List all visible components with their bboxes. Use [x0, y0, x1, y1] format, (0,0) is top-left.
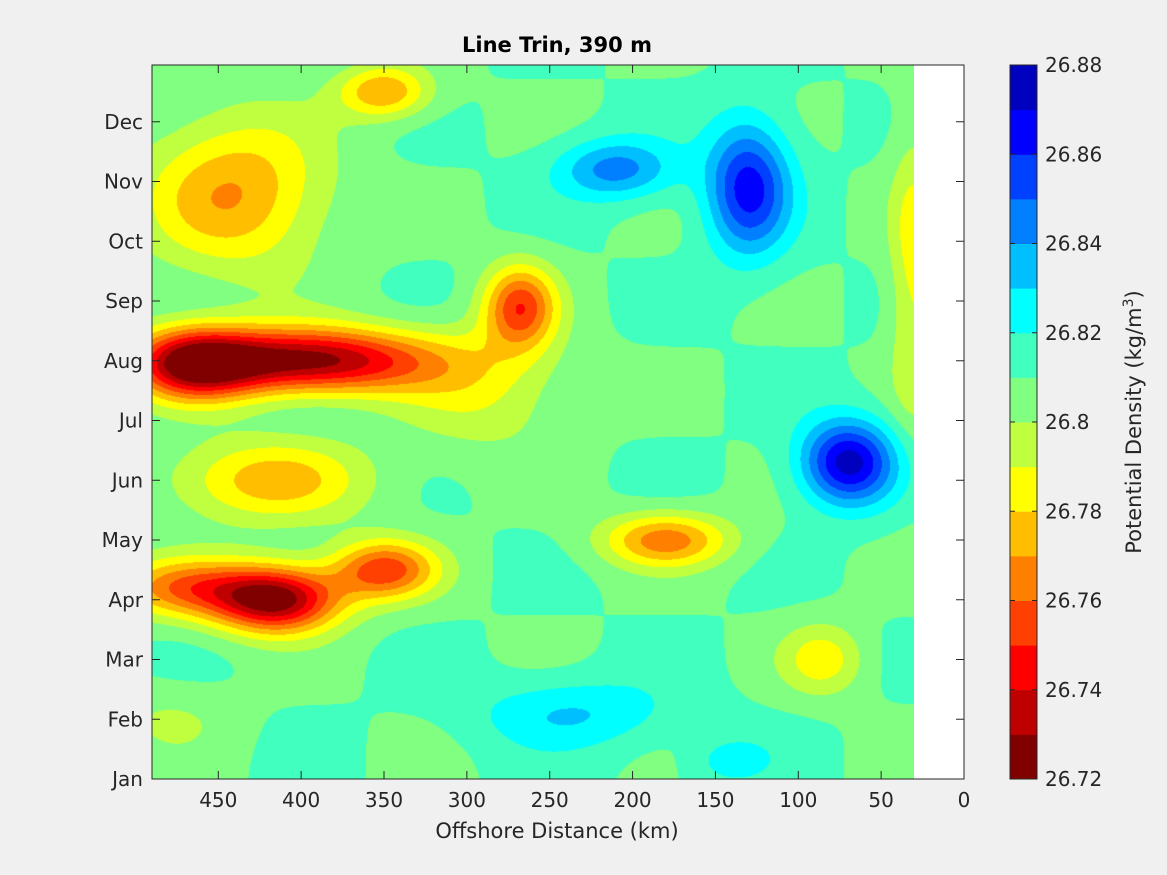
chart-title: Line Trin, 390 m: [462, 33, 652, 57]
y-tick-label: Nov: [104, 170, 143, 194]
x-tick-label: 300: [448, 788, 486, 812]
x-tick-label: 0: [958, 788, 971, 812]
colorbar-tick-label: 26.72: [1045, 767, 1102, 791]
y-tick-label: Apr: [108, 588, 143, 612]
y-tick-label: Mar: [105, 648, 144, 672]
colorbar-tick-label: 26.88: [1045, 53, 1102, 77]
colorbar-tick-label: 26.86: [1045, 142, 1102, 166]
x-axis: 450 400 350 300 250 200 150 100 50 0: [199, 65, 970, 812]
x-axis-label: Offshore Distance (km): [435, 819, 678, 843]
y-tick-label: Jan: [110, 767, 143, 791]
colorbar-level: [1010, 689, 1037, 735]
colorbar-label-close: ): [1122, 290, 1146, 298]
colorbar-tick-label: 26.82: [1045, 321, 1102, 345]
colorbar-tick-label: 26.8: [1045, 410, 1090, 434]
colorbar-level: [1010, 645, 1037, 691]
colorbar: [1010, 65, 1037, 780]
x-tick-label: 100: [779, 788, 817, 812]
colorbar-level: [1010, 377, 1037, 423]
colorbar-level: [1010, 600, 1037, 646]
colorbar-label-superscript: 3: [1121, 298, 1137, 307]
x-tick-label: 450: [199, 788, 237, 812]
y-tick-label: Aug: [104, 349, 143, 373]
colorbar-level: [1010, 243, 1037, 289]
y-tick-label: Oct: [108, 229, 143, 253]
colorbar-level: [1010, 154, 1037, 200]
colorbar-level: [1010, 466, 1037, 512]
colorbar-level: [1010, 422, 1037, 468]
x-tick-label: 400: [282, 788, 320, 812]
colorbar-tick-label: 26.84: [1045, 232, 1102, 256]
x-tick-label: 200: [613, 788, 651, 812]
colorbar-tick-label: 26.76: [1045, 589, 1102, 613]
colorbar-label: Potential Density (kg/m3): [1121, 290, 1146, 554]
x-tick-label: 250: [531, 788, 569, 812]
y-tick-label: May: [102, 528, 144, 552]
y-tick-label: Jun: [110, 468, 143, 492]
colorbar-level: [1010, 109, 1037, 155]
colorbar-tick-label: 26.74: [1045, 678, 1102, 702]
x-tick-label: 350: [365, 788, 403, 812]
y-tick-label: Sep: [105, 289, 143, 313]
colorbar-level: [1010, 332, 1037, 378]
colorbar-level: [1010, 288, 1037, 334]
colorbar-level: [1010, 511, 1037, 557]
y-tick-label: Feb: [108, 707, 143, 731]
colorbar-level: [1010, 198, 1037, 244]
colorbar-level: [1010, 555, 1037, 601]
density-contour-field: [152, 65, 914, 779]
colorbar-level: [1010, 65, 1037, 111]
y-tick-label: Dec: [104, 110, 143, 134]
colorbar-label-text: Potential Density (kg/m: [1122, 307, 1146, 553]
plot-frame: [151, 64, 965, 780]
colorbar-tick-label: 26.78: [1045, 499, 1102, 523]
colorbar-level: [1010, 734, 1037, 780]
x-tick-label: 50: [868, 788, 893, 812]
y-tick-label: Jul: [117, 409, 143, 433]
y-axis: Jan Feb Mar Apr May Jun Jul Aug Sep Oct Nov Dec: [102, 110, 964, 791]
x-tick-label: 150: [696, 788, 734, 812]
colorbar-ticks: 26.72 26.74 26.76 26.78 26.8 26.82 26.84 26.86 2…: [1010, 53, 1102, 791]
